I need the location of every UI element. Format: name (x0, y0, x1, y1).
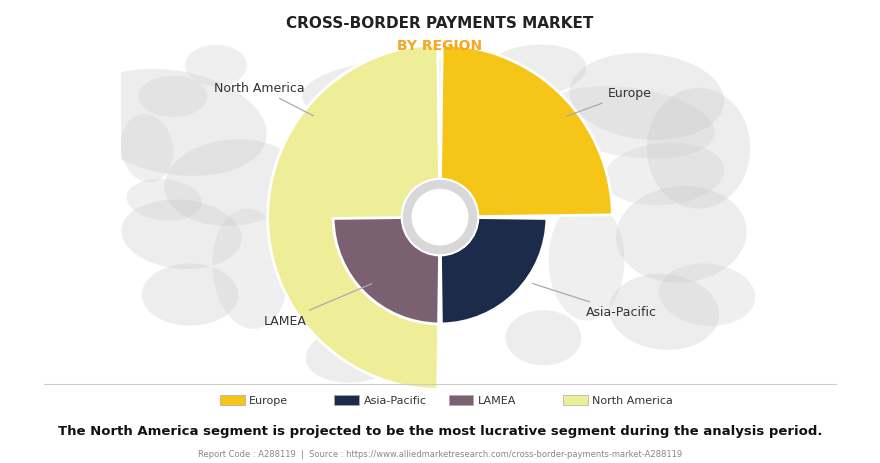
Ellipse shape (483, 45, 586, 98)
Text: LAMEA: LAMEA (478, 395, 517, 406)
Ellipse shape (569, 54, 724, 141)
Ellipse shape (79, 69, 267, 176)
Text: BY REGION: BY REGION (398, 39, 482, 53)
Ellipse shape (127, 180, 202, 221)
Text: CROSS-BORDER PAYMENTS MARKET: CROSS-BORDER PAYMENTS MARKET (286, 16, 594, 31)
Text: Europe: Europe (249, 395, 288, 406)
Text: North America: North America (592, 395, 673, 406)
Text: LAMEA: LAMEA (263, 284, 372, 327)
Text: Asia-Pacific: Asia-Pacific (532, 284, 656, 319)
Text: Europe: Europe (567, 88, 651, 117)
Text: Report Code : A288119  |  Source : https://www.alliedmarketresearch.com/cross-bo: Report Code : A288119 | Source : https:/… (198, 450, 682, 458)
Circle shape (402, 180, 478, 256)
Wedge shape (441, 46, 612, 217)
Ellipse shape (212, 209, 289, 329)
Ellipse shape (142, 264, 238, 326)
Ellipse shape (444, 66, 505, 100)
Ellipse shape (121, 200, 242, 269)
Ellipse shape (121, 115, 173, 183)
Text: Asia-Pacific: Asia-Pacific (363, 395, 427, 406)
Ellipse shape (185, 46, 247, 87)
Ellipse shape (548, 200, 625, 321)
Ellipse shape (505, 311, 582, 365)
Circle shape (412, 189, 468, 246)
Wedge shape (268, 46, 439, 389)
Ellipse shape (165, 140, 302, 226)
Ellipse shape (609, 274, 719, 350)
Ellipse shape (305, 327, 402, 383)
Ellipse shape (659, 264, 755, 326)
Ellipse shape (138, 76, 208, 118)
Ellipse shape (302, 59, 544, 135)
Ellipse shape (604, 144, 724, 206)
Text: The North America segment is projected to be the most lucrative segment during t: The North America segment is projected t… (58, 424, 822, 437)
Wedge shape (441, 218, 546, 324)
Ellipse shape (647, 88, 751, 209)
Ellipse shape (488, 80, 530, 107)
Wedge shape (334, 218, 439, 324)
Ellipse shape (616, 187, 746, 283)
Text: North America: North America (214, 82, 313, 117)
Ellipse shape (544, 87, 715, 159)
